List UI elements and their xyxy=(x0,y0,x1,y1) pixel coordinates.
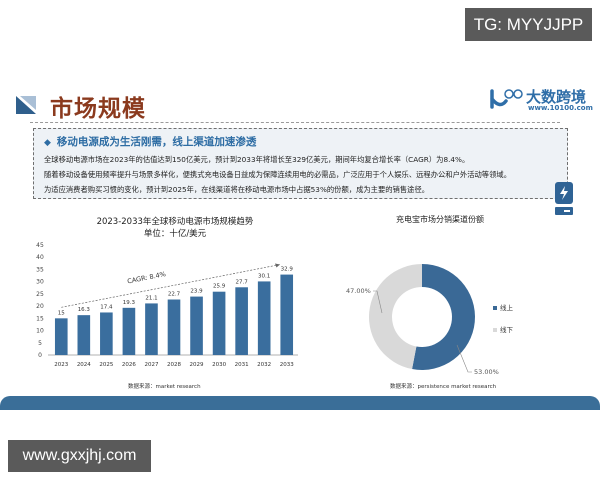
svg-text:19.3: 19.3 xyxy=(123,300,136,306)
svg-text:40: 40 xyxy=(36,254,44,261)
svg-text:2028: 2028 xyxy=(167,362,181,368)
svg-text:32.9: 32.9 xyxy=(281,267,294,273)
svg-text:15: 15 xyxy=(36,315,44,322)
svg-text:20: 20 xyxy=(36,303,44,310)
bar xyxy=(190,296,203,355)
svg-text:45: 45 xyxy=(36,242,44,249)
donut-slice xyxy=(369,264,422,370)
summary-line: 全球移动电源市场在2023年的估值达到150亿美元，预计到2033年将增长至32… xyxy=(44,155,470,164)
brand-logo: 大数跨境 www.10100.com xyxy=(488,85,598,115)
bar xyxy=(167,299,181,355)
svg-text:47.00%: 47.00% xyxy=(346,287,371,295)
svg-text:2030: 2030 xyxy=(212,362,226,368)
svg-text:25: 25 xyxy=(36,291,44,298)
footer-bar xyxy=(0,396,600,410)
summary-heading: ◆ 移动电源成为生活刚需，线上渠道加速渗透 xyxy=(44,136,257,148)
source-right: 数据来源：persistence market research xyxy=(390,384,497,390)
svg-text:16.3: 16.3 xyxy=(78,307,91,313)
svg-text:23.9: 23.9 xyxy=(190,289,203,295)
svg-text:22.7: 22.7 xyxy=(168,292,181,298)
svg-text:15: 15 xyxy=(58,310,65,316)
summary-line: 为适应消费者购买习惯的变化，预计到2025年，在线渠道将在移动电源市场中占据53… xyxy=(44,185,430,194)
bar-chart-title: 2023-2033年全球移动电源市场规模趋势 单位：十亿/美元 xyxy=(96,217,254,239)
slide: 市场规模 大数跨境 www.10100.com ◆ 移动电源成为生活刚需，线上渠道… xyxy=(0,80,600,410)
svg-text:2033: 2033 xyxy=(280,362,294,368)
svg-text:0: 0 xyxy=(38,352,42,359)
bar xyxy=(257,281,271,355)
svg-text:2026: 2026 xyxy=(122,362,136,368)
svg-text:30: 30 xyxy=(36,279,44,286)
svg-text:2031: 2031 xyxy=(235,362,249,368)
svg-text:CAGR: 8.4%: CAGR: 8.4% xyxy=(127,270,167,285)
donut-slice xyxy=(412,264,475,370)
bar xyxy=(77,315,91,355)
svg-text:17.4: 17.4 xyxy=(100,304,113,310)
svg-text:25.9: 25.9 xyxy=(213,284,226,290)
bar xyxy=(54,318,68,355)
watermark-top: TG: MYYJJPP xyxy=(465,8,592,41)
summary-line: 随着移动设备使用频率提升与场景多样化，便携式充电设备日益成为保障连续用电的必需品… xyxy=(44,170,511,179)
svg-text:35: 35 xyxy=(36,266,44,273)
svg-text:10: 10 xyxy=(36,328,44,335)
diamond-icon: ◆ xyxy=(44,138,51,148)
svg-text:2029: 2029 xyxy=(190,362,204,368)
svg-text:5: 5 xyxy=(38,340,42,347)
divider xyxy=(30,122,560,123)
logo-text: 大数跨境 xyxy=(526,88,587,106)
svg-text:53.00%: 53.00% xyxy=(474,368,499,376)
bar xyxy=(212,291,226,355)
svg-text:2032: 2032 xyxy=(257,362,271,368)
lightning-badge-icon xyxy=(555,182,573,215)
svg-text:2024: 2024 xyxy=(77,362,91,368)
title-triangle-icon xyxy=(16,96,36,114)
page-title: 市场规模 xyxy=(50,96,146,122)
svg-text:27.7: 27.7 xyxy=(236,279,249,285)
bar xyxy=(145,303,158,355)
logo-url: www.10100.com xyxy=(528,104,593,112)
svg-text:2027: 2027 xyxy=(144,362,158,368)
logo-mark-icon xyxy=(490,89,523,109)
pie-chart-title: 充电宝市场分销渠道份额 xyxy=(396,215,484,224)
svg-text:21.1: 21.1 xyxy=(145,295,157,301)
bar xyxy=(100,312,113,355)
bar-chart: 05101520253035404515202316.3202417.42025… xyxy=(36,242,298,368)
svg-text:2025: 2025 xyxy=(99,362,113,368)
bar xyxy=(280,274,294,355)
svg-text:30.1: 30.1 xyxy=(258,273,270,279)
watermark-bottom: www.gxxjhj.com xyxy=(8,440,151,472)
svg-text:线上: 线上 xyxy=(500,303,514,312)
bar xyxy=(235,287,248,355)
bar xyxy=(122,307,136,355)
svg-text:线下: 线下 xyxy=(500,325,514,334)
summary-box: ◆ 移动电源成为生活刚需，线上渠道加速渗透 全球移动电源市场在2023年的估值达到… xyxy=(33,128,568,199)
source-left: 数据来源：market research xyxy=(128,384,201,390)
svg-text:2023: 2023 xyxy=(54,362,68,368)
